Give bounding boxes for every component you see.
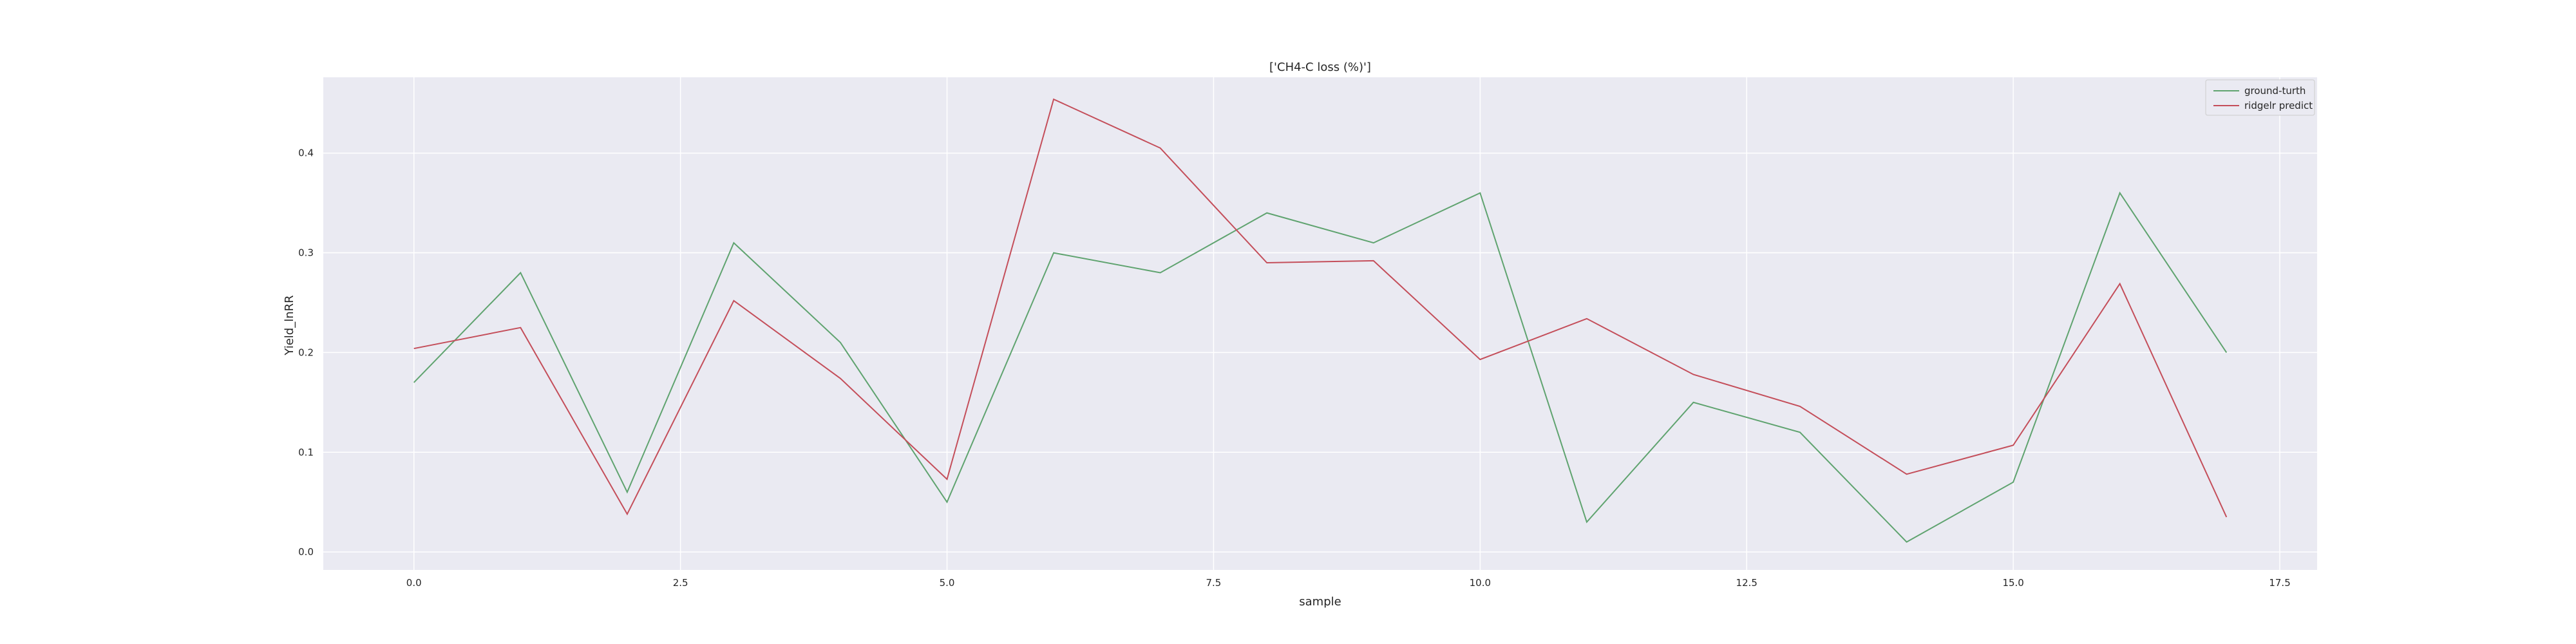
x-tick-label: 12.5 [1736,577,1757,589]
x-tick-label: 2.5 [673,577,688,589]
y-tick-label: 0.1 [298,446,314,458]
y-tick-label: 0.3 [298,247,314,259]
x-axis-label: sample [1299,595,1341,609]
legend-box [2205,79,2315,116]
y-tick-label: 0.2 [298,346,314,358]
x-tick-label: 5.0 [940,577,955,589]
series-line-ground-turth [413,191,2228,543]
x-tick-label: 0.0 [406,577,422,589]
y-tick-label: 0.0 [298,546,314,558]
y-tick-labels: 0.0 0.1 0.2 0.3 0.4 [298,147,314,558]
y-tick-label: 0.4 [298,147,314,159]
legend-label-ridgelr-predict: ridgelr predict [2244,100,2313,111]
legend: ground-turth ridgelr predict [2205,79,2315,116]
series-layer [413,98,2228,543]
series-line-ridgelr-predict [413,98,2228,518]
legend-label-ground-turth: ground-turth [2244,85,2306,97]
chart-title: ['CH4-C loss (%)'] [1269,61,1371,74]
x-tick-label: 17.5 [2269,577,2290,589]
grid-lines [323,77,2317,570]
y-axis-label: Yield_lnRR [283,295,296,355]
x-tick-label: 7.5 [1206,577,1222,589]
x-tick-label: 10.0 [1470,577,1491,589]
x-tick-labels: 0.0 2.5 5.0 7.5 10.0 12.5 15.0 17.5 [406,577,2291,589]
x-tick-label: 15.0 [2002,577,2023,589]
plot-background [323,77,2317,570]
